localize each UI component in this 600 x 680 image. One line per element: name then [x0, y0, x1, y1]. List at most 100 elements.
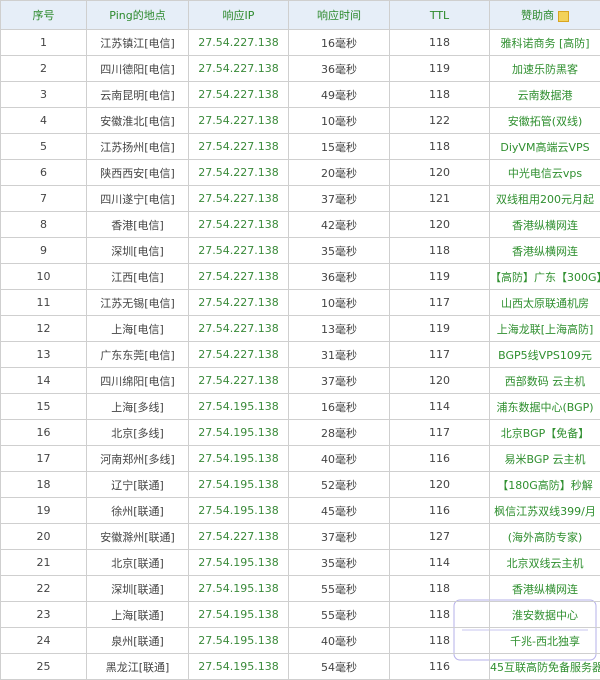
row-index: 24 — [1, 628, 87, 654]
row-ttl: 120 — [390, 472, 490, 498]
row-location: 四川遂宁[电信] — [87, 186, 189, 212]
row-time: 40毫秒 — [289, 628, 390, 654]
row-ip: 27.54.227.138 — [189, 82, 289, 108]
row-ttl: 118 — [390, 576, 490, 602]
row-index: 21 — [1, 550, 87, 576]
sponsor-link[interactable]: 枫信江苏双线399/月 — [490, 498, 600, 524]
sponsor-link[interactable]: DiyVM高端云VPS — [490, 134, 600, 160]
row-location: 江苏镇江[电信] — [87, 30, 189, 56]
row-ip: 27.54.227.138 — [189, 134, 289, 160]
row-index: 3 — [1, 82, 87, 108]
row-time: 15毫秒 — [289, 134, 390, 160]
sponsor-link[interactable]: BGP5线VPS109元 — [490, 342, 600, 368]
sponsor-info-icon[interactable] — [558, 11, 569, 22]
row-index: 6 — [1, 160, 87, 186]
sponsor-link[interactable]: 西部数码 云主机 — [490, 368, 600, 394]
row-time: 37毫秒 — [289, 368, 390, 394]
row-time: 45毫秒 — [289, 498, 390, 524]
row-ip: 27.54.227.138 — [189, 30, 289, 56]
row-time: 28毫秒 — [289, 420, 390, 446]
sponsor-link[interactable]: 双线租用200元月起 — [490, 186, 600, 212]
sponsor-link[interactable]: 山西太原联通机房 — [490, 290, 600, 316]
row-ttl: 122 — [390, 108, 490, 134]
sponsor-link[interactable]: 香港纵横网连 — [490, 212, 600, 238]
sponsor-link[interactable]: 北京BGP【免备】 — [490, 420, 600, 446]
row-time: 40毫秒 — [289, 446, 390, 472]
row-time: 49毫秒 — [289, 82, 390, 108]
row-location: 上海[电信] — [87, 316, 189, 342]
row-ttl: 119 — [390, 264, 490, 290]
sponsor-link[interactable]: 安徽拓管(双线) — [490, 108, 600, 134]
row-ttl: 121 — [390, 186, 490, 212]
row-index: 12 — [1, 316, 87, 342]
row-location: 徐州[联通] — [87, 498, 189, 524]
row-ip: 27.54.227.138 — [189, 108, 289, 134]
row-ip: 27.54.227.138 — [189, 316, 289, 342]
row-location: 河南郑州[多线] — [87, 446, 189, 472]
row-ttl: 116 — [390, 654, 490, 680]
row-ip: 27.54.227.138 — [189, 524, 289, 550]
row-index: 7 — [1, 186, 87, 212]
row-ip: 27.54.227.138 — [189, 56, 289, 82]
row-time: 16毫秒 — [289, 30, 390, 56]
sponsor-link[interactable]: 淮安数据中心 — [490, 602, 600, 628]
row-ip: 27.54.227.138 — [189, 212, 289, 238]
row-ttl: 118 — [390, 82, 490, 108]
row-time: 31毫秒 — [289, 342, 390, 368]
sponsor-link[interactable]: 香港纵横网连 — [490, 238, 600, 264]
row-location: 陕西西安[电信] — [87, 160, 189, 186]
sponsor-link[interactable]: 浦东数据中心(BGP) — [490, 394, 600, 420]
row-index: 17 — [1, 446, 87, 472]
sponsor-link[interactable]: 雅科诺商务 [高防] — [490, 30, 600, 56]
row-ttl: 118 — [390, 602, 490, 628]
sponsor-link[interactable]: 北京双线云主机 — [490, 550, 600, 576]
sponsor-link[interactable]: 45互联高防免备服务器 — [490, 654, 600, 680]
sponsor-link[interactable]: 上海龙联[上海高防] — [490, 316, 600, 342]
row-index: 13 — [1, 342, 87, 368]
row-time: 37毫秒 — [289, 186, 390, 212]
sponsor-link[interactable]: 云南数据港 — [490, 82, 600, 108]
row-index: 11 — [1, 290, 87, 316]
row-location: 江苏扬州[电信] — [87, 134, 189, 160]
sponsor-link[interactable]: (海外高防专家) — [490, 524, 600, 550]
row-time: 10毫秒 — [289, 108, 390, 134]
row-time: 55毫秒 — [289, 576, 390, 602]
row-ip: 27.54.195.138 — [189, 472, 289, 498]
row-index: 18 — [1, 472, 87, 498]
row-location: 四川德阳[电信] — [87, 56, 189, 82]
row-ip: 27.54.227.138 — [189, 160, 289, 186]
row-location: 四川绵阳[电信] — [87, 368, 189, 394]
row-time: 13毫秒 — [289, 316, 390, 342]
sponsor-link[interactable]: 【高防】广东【300G】 — [490, 264, 600, 290]
header-sponsor: 赞助商 — [490, 1, 600, 30]
sponsor-link[interactable]: 易米BGP 云主机 — [490, 446, 600, 472]
row-time: 20毫秒 — [289, 160, 390, 186]
row-ip: 27.54.227.138 — [189, 238, 289, 264]
sponsor-link[interactable]: 中光电信云vps — [490, 160, 600, 186]
header-row: 序号 Ping的地点 响应IP 响应时间 TTL 赞助商 — [1, 1, 600, 30]
row-ttl: 118 — [390, 30, 490, 56]
row-location: 深圳[电信] — [87, 238, 189, 264]
row-ttl: 117 — [390, 290, 490, 316]
sponsor-link[interactable]: 香港纵横网连 — [490, 576, 600, 602]
row-time: 37毫秒 — [289, 524, 390, 550]
row-ttl: 119 — [390, 316, 490, 342]
row-time: 36毫秒 — [289, 264, 390, 290]
sponsor-link[interactable]: 加速乐防黑客 — [490, 56, 600, 82]
row-ttl: 117 — [390, 420, 490, 446]
header-ip: 响应IP — [189, 1, 289, 30]
sponsor-link[interactable]: 千兆-西北独享 — [490, 628, 600, 654]
sponsor-link[interactable]: 【180G高防】秒解 — [490, 472, 600, 498]
